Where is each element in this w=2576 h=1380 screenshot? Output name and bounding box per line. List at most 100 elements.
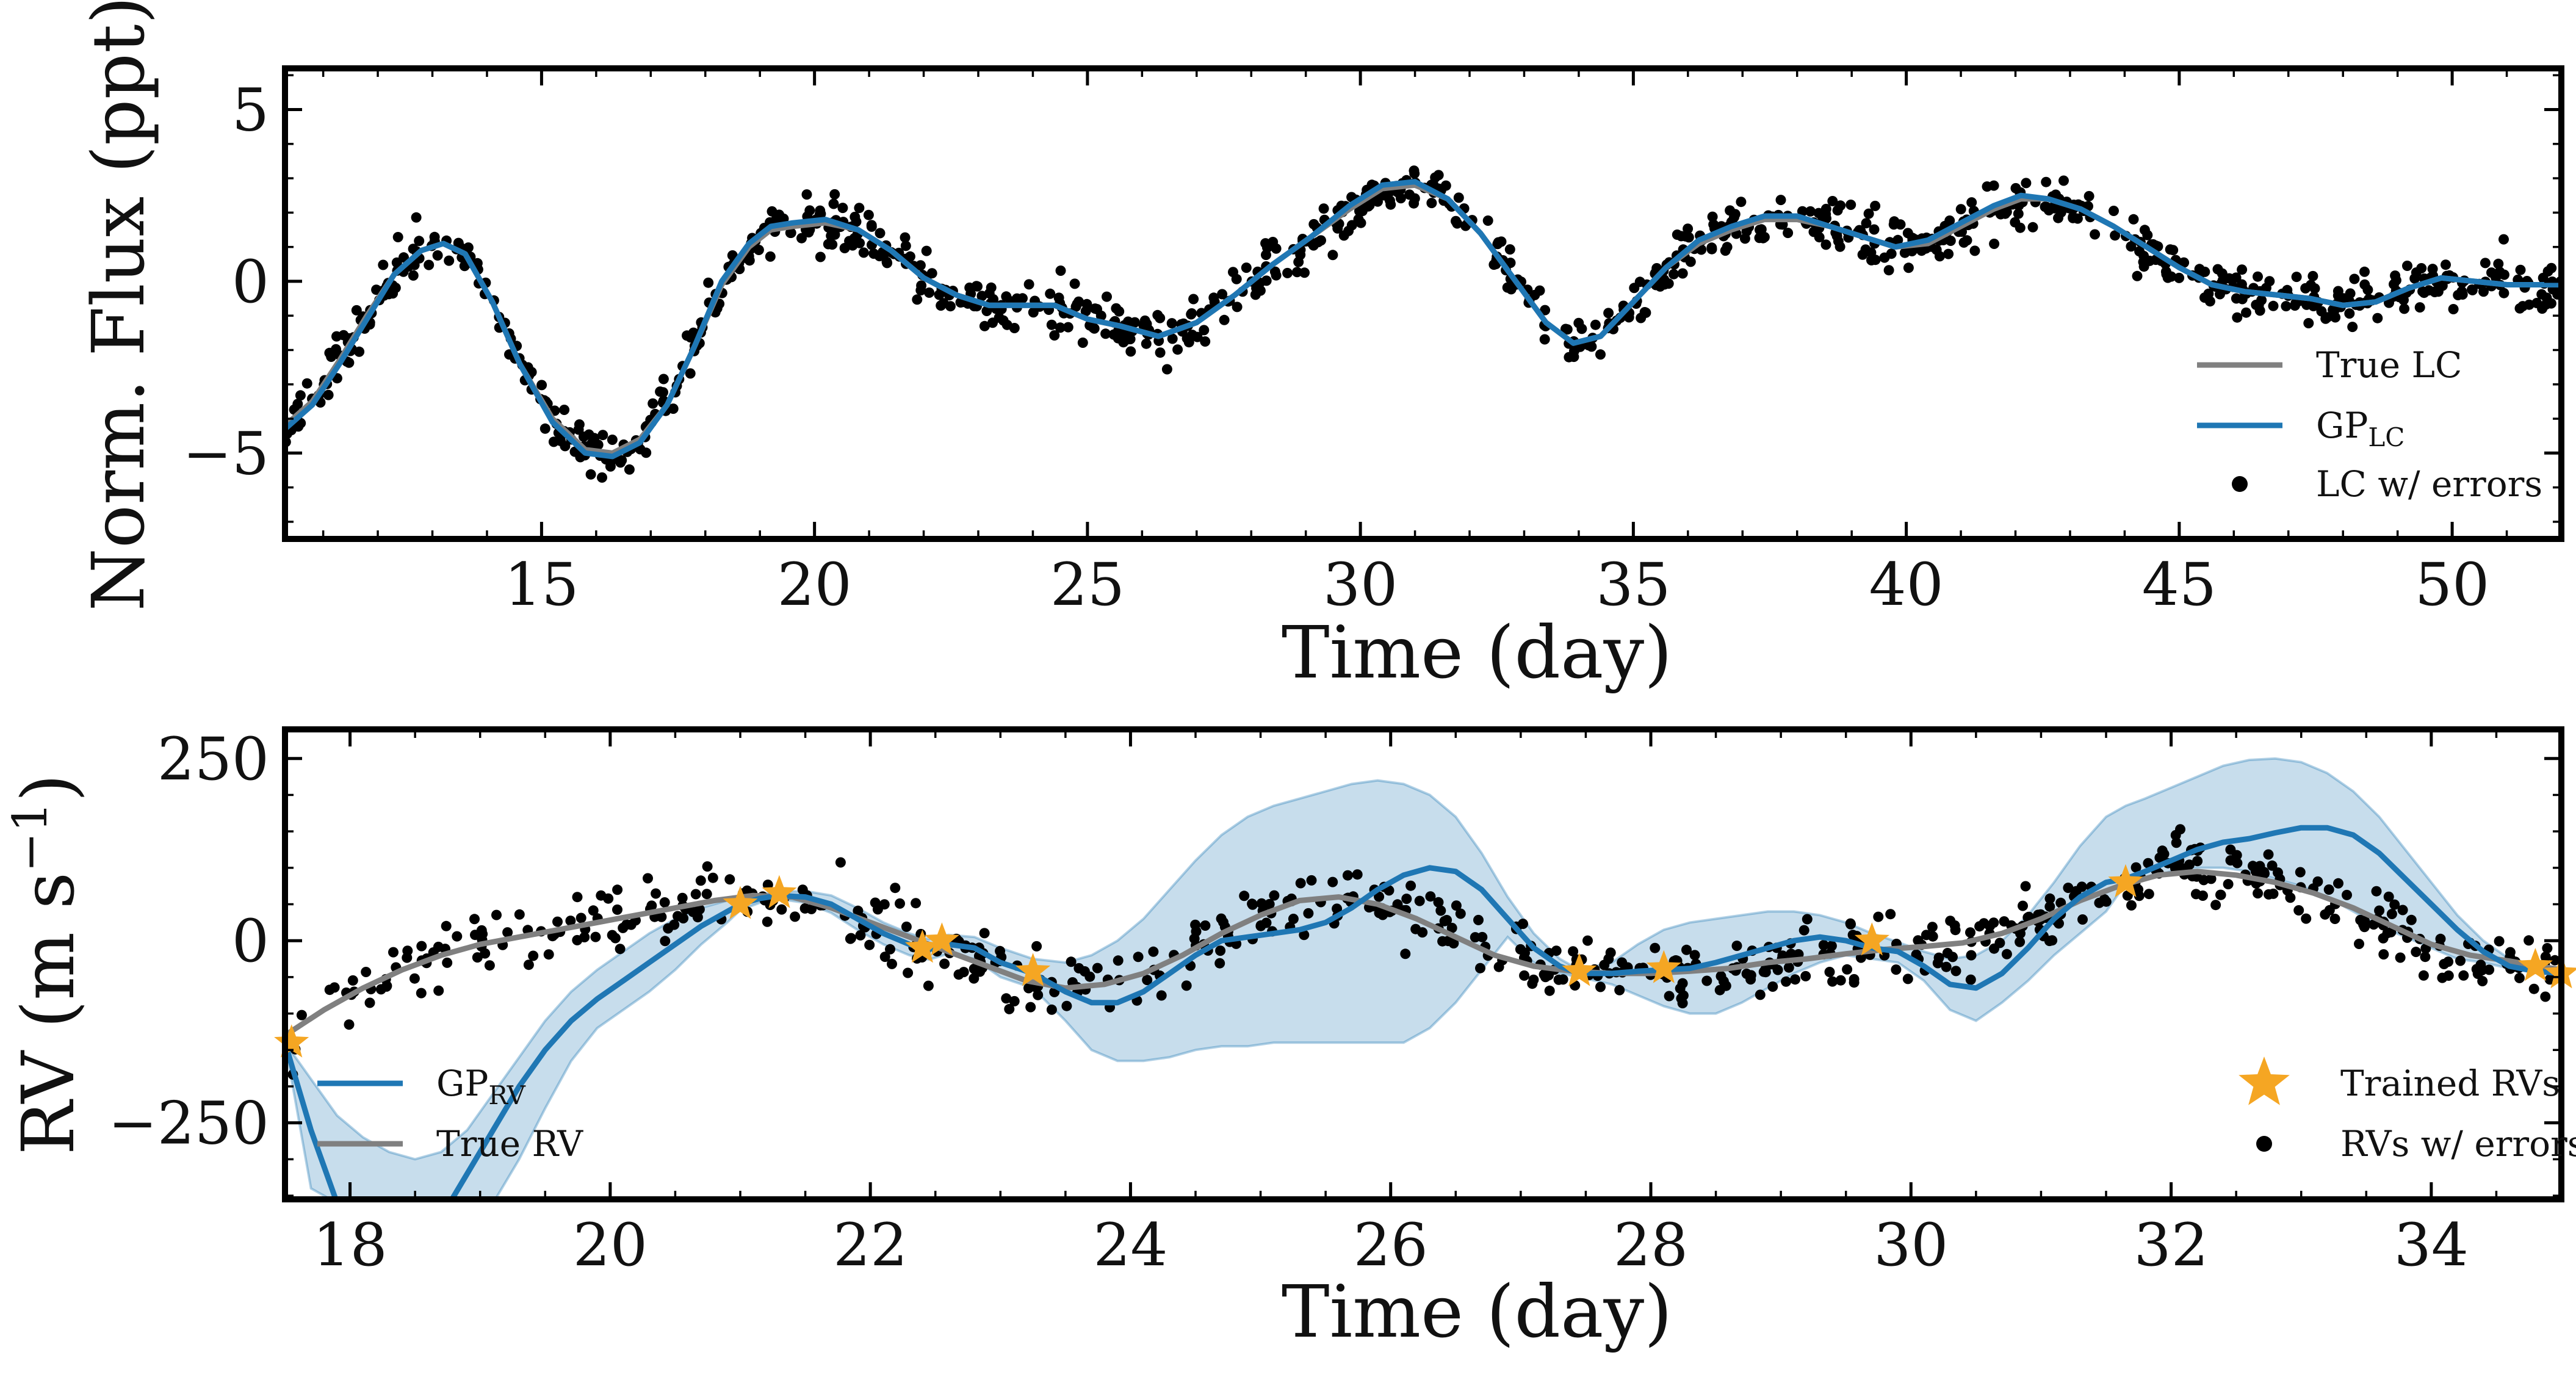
data-point: [1775, 195, 1786, 206]
data-point: [885, 944, 895, 955]
data-point: [1148, 946, 1159, 957]
data-point: [702, 861, 713, 872]
data-point: [2443, 956, 2454, 967]
data-point: [1958, 237, 1969, 248]
data-point: [1200, 920, 1211, 931]
data-point: [2143, 858, 2154, 869]
x-tick-label: 24: [1093, 1211, 1167, 1279]
y-axis-label-main: Norm. Flux (ppt): [76, 0, 161, 611]
data-point: [2301, 299, 2312, 310]
data-point: [1228, 267, 1238, 278]
data-point: [1409, 198, 1420, 209]
data-point: [1139, 315, 1150, 326]
data-point: [1528, 974, 1539, 985]
data-point: [727, 250, 738, 261]
data-point: [1539, 969, 1550, 980]
data-point: [565, 916, 576, 927]
trained-rv-star: [2108, 864, 2143, 897]
data-point: [2362, 284, 2373, 295]
data-point: [2225, 844, 2236, 855]
data-point: [1400, 948, 1411, 959]
data-point: [964, 282, 975, 293]
data-point: [1055, 266, 1066, 276]
data-point: [1425, 891, 1436, 902]
data-point: [1061, 1000, 1072, 1011]
y-axis-label-main: RV (m s: [6, 872, 90, 1155]
data-point: [2312, 876, 2323, 887]
data-point: [2395, 952, 2406, 963]
data-point: [1001, 993, 1012, 1004]
data-point: [2143, 889, 2154, 900]
data-point: [1264, 898, 1275, 909]
data-point: [1718, 976, 1729, 987]
y-axis-label: RV (m s−1): [3, 774, 90, 1155]
data-point: [1190, 919, 1201, 930]
data-point: [2486, 267, 2497, 278]
data-point: [2232, 312, 2243, 323]
radial-velocity-panel: 18 20 22 24 26 28 30 32 34 −250 0 250 Time (day) RV (…: [3, 725, 2576, 1354]
data-point: [2498, 287, 2509, 298]
axes-frame: [282, 65, 2564, 542]
data-point: [574, 419, 585, 430]
true-curve-line: [285, 182, 2561, 456]
data-point: [1675, 983, 1686, 994]
data-point: [626, 919, 637, 930]
legend-entry: Trained RVs: [2239, 1057, 2560, 1105]
data-point: [2134, 890, 2145, 901]
data-point: [2514, 972, 2525, 983]
data-point: [2068, 212, 2079, 223]
x-tick-label: 34: [2394, 1211, 2469, 1279]
data-point: [1433, 170, 1444, 181]
data-point: [1654, 281, 1665, 292]
data-point: [2417, 286, 2428, 297]
data-point: [2477, 965, 2488, 976]
data-point: [2414, 302, 2425, 313]
data-point: [849, 233, 860, 244]
data-point: [1395, 193, 1406, 204]
data-point: [695, 875, 706, 886]
data-point: [2409, 273, 2420, 284]
data-point: [1835, 200, 1846, 211]
data-point: [912, 294, 923, 305]
data-point: [979, 928, 990, 939]
data-point: [1650, 942, 1661, 953]
data-point: [2171, 837, 2182, 848]
data-point: [1539, 334, 1550, 345]
data-point: [1945, 236, 1956, 246]
legend-label-subscript: LC: [2368, 422, 2405, 452]
data-point: [411, 212, 422, 223]
data-point: [1232, 302, 1243, 312]
x-tick-label: 15: [504, 551, 579, 619]
data-point: [1142, 975, 1153, 986]
data-point: [1824, 967, 1835, 977]
data-point: [1827, 196, 1838, 206]
data-point: [2347, 322, 2358, 333]
data-point: [2194, 264, 2205, 275]
data-point: [868, 248, 879, 259]
data-point: [1504, 244, 1515, 255]
data-point: [1863, 208, 1874, 219]
data-point: [934, 289, 945, 300]
data-point: [1817, 211, 1828, 222]
data-point: [408, 270, 419, 281]
legend-label-text: Trained RVs: [2340, 1063, 2560, 1104]
data-point: [2386, 909, 2397, 919]
y-tick-label: −250: [108, 1089, 269, 1158]
data-point: [1156, 990, 1167, 1001]
data-point: [1241, 262, 1252, 273]
data-point: [1879, 252, 1890, 263]
data-point: [2546, 262, 2557, 273]
data-point: [1219, 314, 1230, 325]
data-point: [2044, 936, 2055, 947]
data-point: [1942, 948, 1953, 958]
data-point: [939, 958, 950, 969]
data-point: [502, 927, 513, 938]
data-point: [539, 423, 550, 434]
data-point: [392, 232, 403, 242]
data-point: [1214, 958, 1225, 969]
data-point: [2053, 212, 2063, 223]
data-point: [870, 897, 881, 908]
data-point: [1404, 189, 1415, 200]
data-point: [1172, 344, 1183, 355]
